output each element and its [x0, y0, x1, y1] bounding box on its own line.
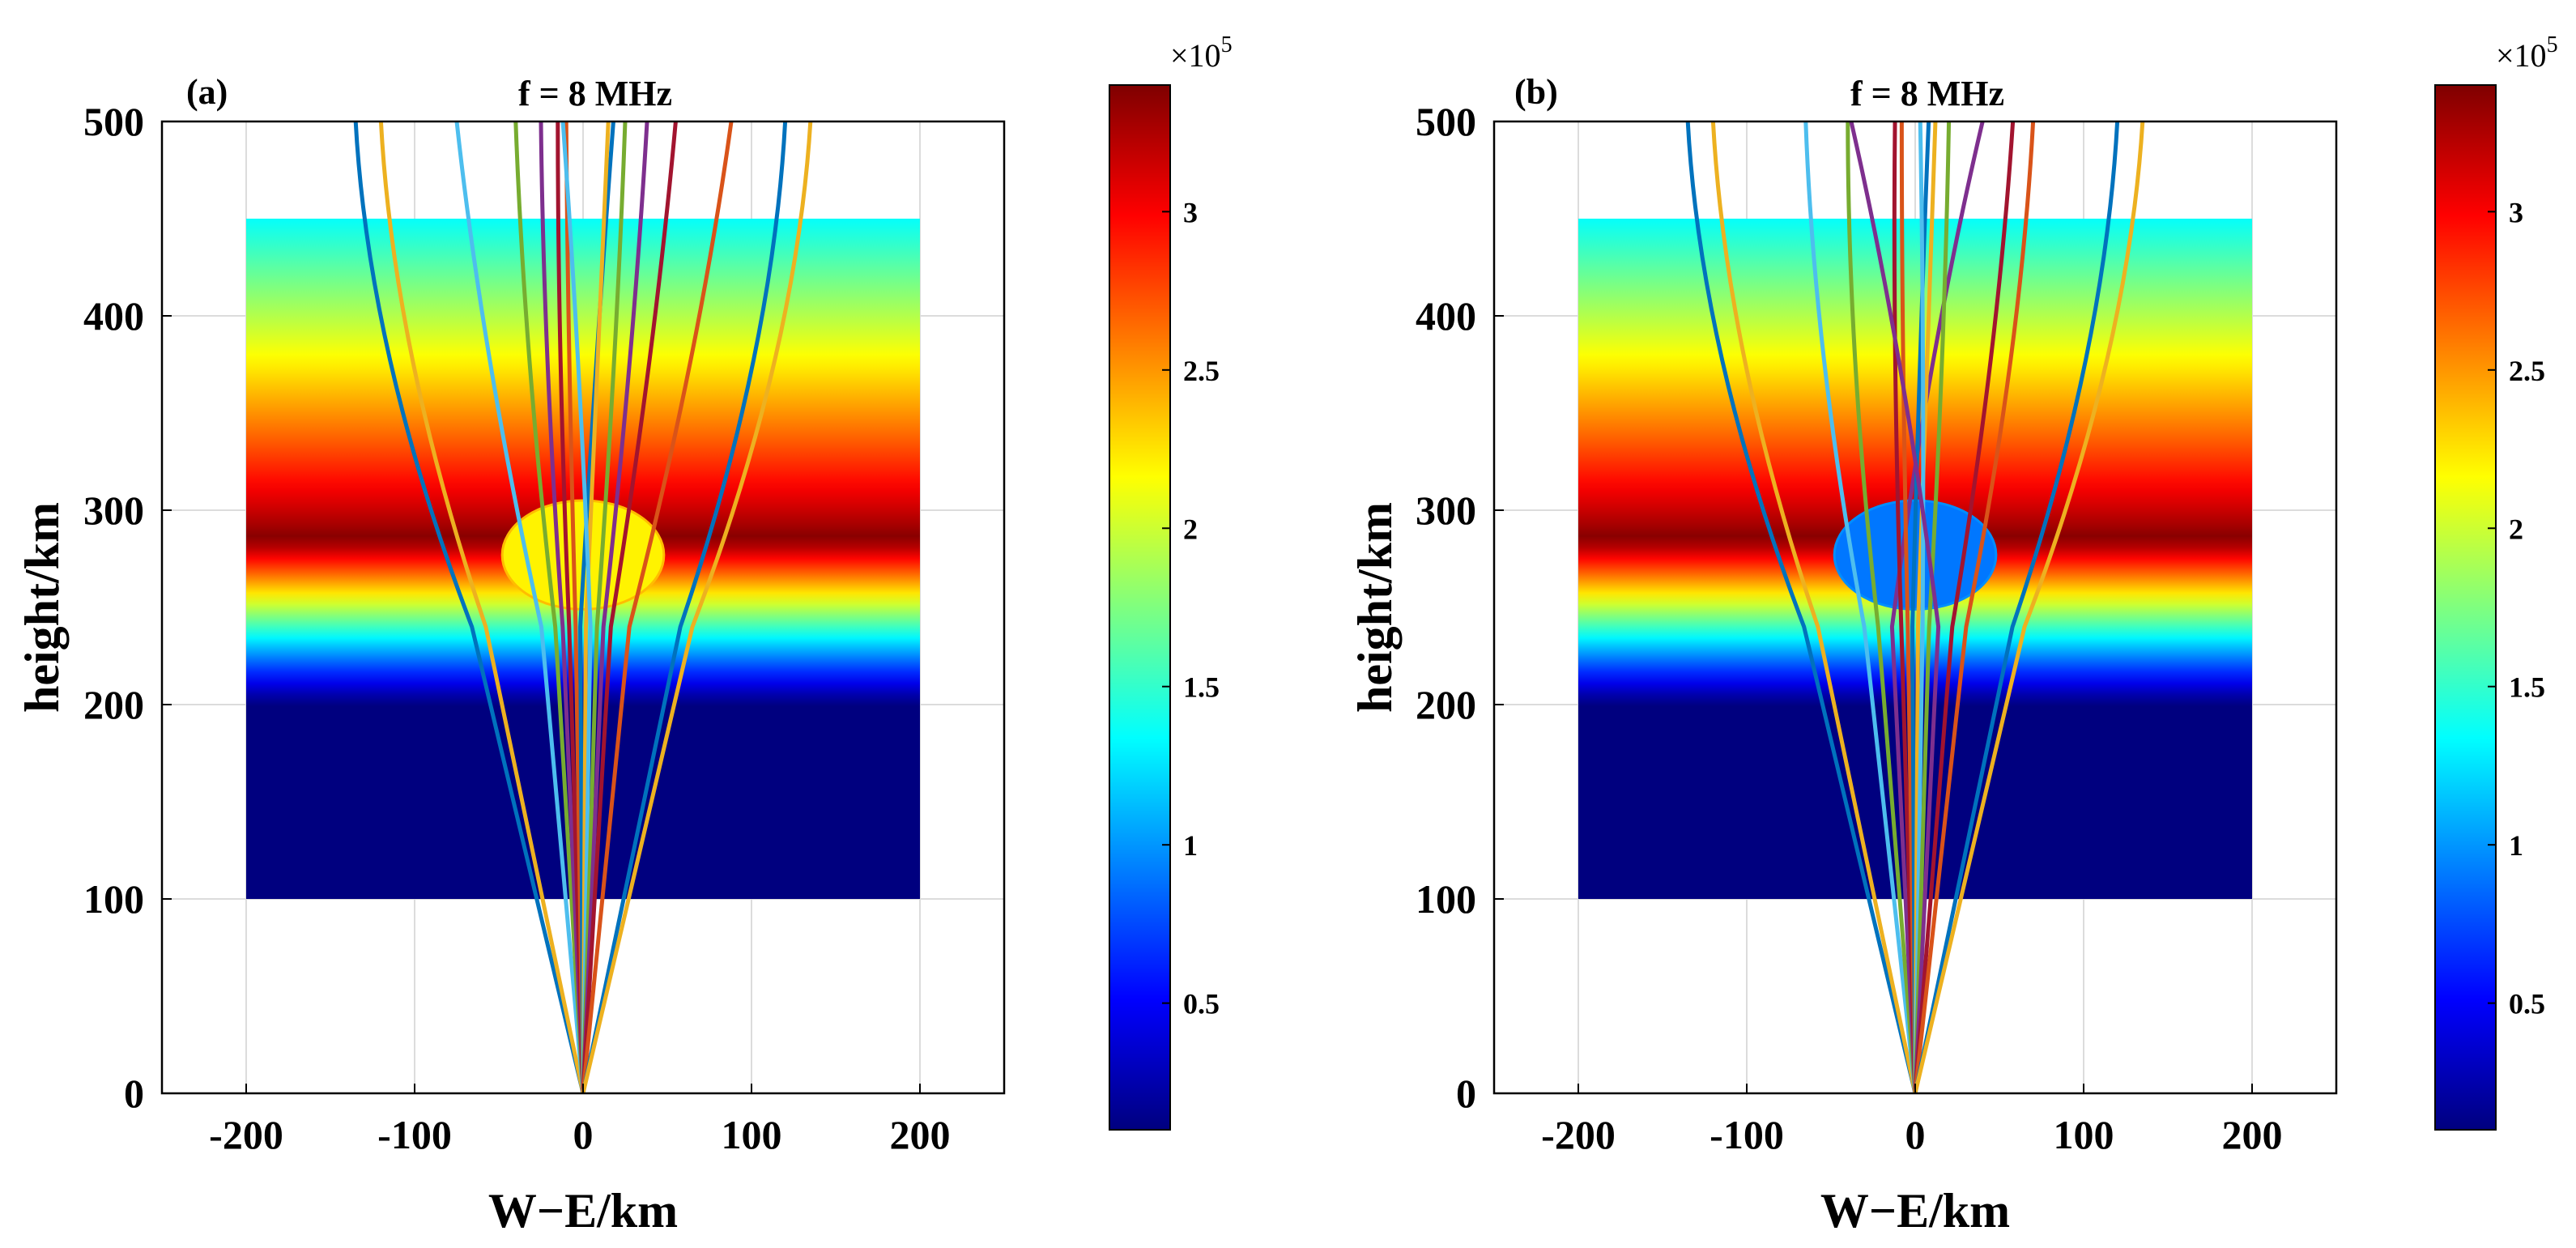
- x-tick-label: 100: [2054, 1112, 2114, 1157]
- colorbar-tick-label: 0.5: [1183, 988, 1220, 1020]
- y-tick-label: 400: [83, 293, 144, 339]
- colorbar-tick-label: 2.5: [1183, 355, 1220, 387]
- x-axis-label-a: W−E/km: [488, 1184, 678, 1237]
- x-ticks-a: -200 -100 0 100 200: [209, 1084, 951, 1157]
- y-tick-label: 200: [1416, 682, 1476, 727]
- x-tick-label: -100: [1710, 1112, 1784, 1157]
- ray-path: [454, 121, 585, 1093]
- ray-path: [1910, 121, 1931, 1093]
- x-tick-label: -200: [209, 1112, 283, 1157]
- panel-label-a: (a): [186, 72, 228, 112]
- ray-path: [1685, 121, 1918, 1093]
- colorbar-tick-label: 2: [2509, 513, 2523, 545]
- colorbar-tick-label: 2: [1183, 513, 1198, 545]
- rays-b: [1685, 121, 2145, 1093]
- colorbar-tick-label: 1: [2509, 829, 2523, 862]
- y-tick-label: 0: [124, 1071, 144, 1116]
- colorbar-ticks-b: 0.5 1 1.5 2 2.5 3: [2488, 196, 2545, 1020]
- y-tick-label: 100: [1416, 876, 1476, 922]
- ray-path: [581, 121, 678, 1093]
- ray-path: [1913, 121, 2016, 1093]
- ray-path: [1913, 121, 2120, 1093]
- colorbar-tick-label: 1: [1183, 829, 1198, 862]
- y-tick-label: 400: [1416, 293, 1476, 339]
- ray-path: [581, 121, 813, 1093]
- y-tick-label: 300: [83, 488, 144, 533]
- y-tick-label: 500: [1416, 99, 1476, 144]
- colorbar-bar-a: [1109, 84, 1171, 1131]
- x-tick-label: 100: [722, 1112, 782, 1157]
- colorbar-tick-label: 3: [2509, 196, 2523, 228]
- x-tick-label: -200: [1541, 1112, 1616, 1157]
- ray-path: [581, 121, 628, 1093]
- y-tick-label: 500: [83, 99, 144, 144]
- colorbar-exponent-base-a: ×10: [1170, 37, 1221, 74]
- ray-path: [1892, 121, 1918, 1093]
- colorbar-tick-label: 3: [1183, 196, 1198, 228]
- colorbar-tick-label: 1.5: [2509, 671, 2545, 704]
- ray-path: [513, 121, 585, 1093]
- colorbar-exponent-base-b: ×10: [2496, 37, 2547, 74]
- y-tick-label: 0: [1456, 1071, 1476, 1116]
- ray-path: [556, 121, 585, 1093]
- rays-a: [353, 121, 813, 1093]
- ray-path: [539, 121, 585, 1093]
- colorbar-b: 0.5 1 1.5 2 2.5 3 ×105: [2434, 32, 2558, 1131]
- x-tick-label: -100: [377, 1112, 452, 1157]
- ray-path: [1913, 121, 2036, 1093]
- ray-path: [1899, 121, 1918, 1093]
- y-ticks-a: 0 100 200 300 400 500: [83, 99, 172, 1116]
- y-axis-label-b: height/km: [1348, 502, 1402, 713]
- ray-path: [581, 121, 734, 1093]
- ray-path: [1913, 121, 1938, 1093]
- ray-path: [560, 121, 593, 1093]
- x-axis-label-b: W−E/km: [1820, 1184, 2010, 1237]
- ray-path: [1913, 121, 2145, 1093]
- panel-label-b: (b): [1514, 72, 1558, 112]
- colorbar-tick-label: 2.5: [2509, 355, 2545, 387]
- ray-path: [581, 121, 788, 1093]
- x-tick-label: 0: [573, 1112, 594, 1157]
- ray-path: [378, 121, 585, 1093]
- colorbar-exponent-a: ×105: [1170, 32, 1233, 74]
- chart-title-a: f = 8 MHz: [518, 74, 672, 113]
- colorbar-bar-b: [2434, 84, 2497, 1131]
- ray-path: [1846, 121, 1918, 1093]
- y-tick-label: 300: [1416, 488, 1476, 533]
- y-ticks-b: 0 100 200 300 400 500: [1416, 99, 1504, 1116]
- x-tick-label: 200: [2222, 1112, 2283, 1157]
- colorbar-tick-label: 1.5: [1183, 671, 1220, 704]
- y-tick-label: 200: [83, 682, 144, 727]
- y-tick-label: 100: [83, 876, 144, 922]
- ray-path: [1710, 121, 1918, 1093]
- y-axis-label-a: height/km: [15, 502, 69, 713]
- colorbar-exponent-b: ×105: [2496, 32, 2558, 74]
- colorbar-a: 0.5 1 1.5 2 2.5 3 ×105: [1109, 32, 1233, 1131]
- colorbar-ticks-a: 0.5 1 1.5 2 2.5 3: [1162, 196, 1220, 1020]
- x-tick-label: 200: [890, 1112, 951, 1157]
- ray-path: [1913, 121, 1926, 1093]
- chart-title-b: f = 8 MHz: [1850, 74, 2004, 113]
- colorbar-exponent-power-a: 5: [1221, 32, 1233, 58]
- colorbar-tick-label: 0.5: [2509, 988, 2545, 1020]
- ray-path: [581, 121, 649, 1093]
- panel-b: -200 -100 0 100 200 0 100 200 300 400 500 (b) f =…: [1348, 32, 2558, 1237]
- colorbar-exponent-power-b: 5: [2547, 32, 2558, 58]
- panel-a: -200 -100 0 100 200 0 100 200 300 400 500 (a) f =…: [15, 32, 1233, 1237]
- x-tick-label: 0: [1905, 1112, 1926, 1157]
- ray-path: [1849, 121, 1941, 1093]
- ray-path: [1803, 121, 1918, 1093]
- x-ticks-b: -200 -100 0 100 200: [1541, 1084, 2283, 1157]
- ray-path: [353, 121, 585, 1093]
